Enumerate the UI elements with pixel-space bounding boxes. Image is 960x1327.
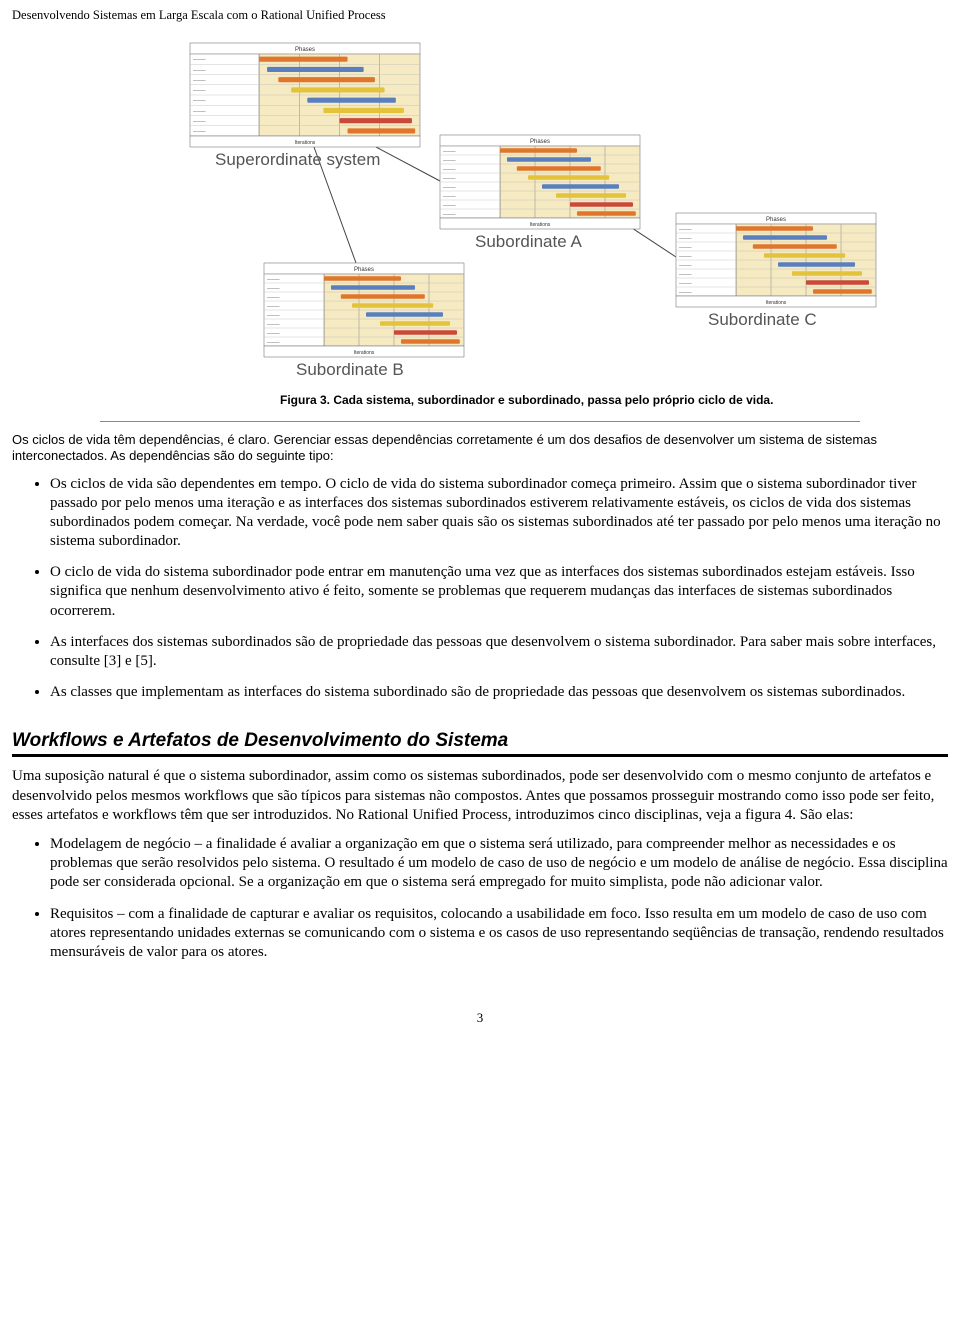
svg-text:Superordinate system: Superordinate system	[215, 150, 380, 169]
figure-3-caption: Figura 3. Cada sistema, subordinador e s…	[280, 393, 860, 407]
svg-text:———: ———	[267, 276, 280, 281]
page-header-title: Desenvolvendo Sistemas em Larga Escala c…	[12, 8, 948, 23]
svg-text:———: ———	[679, 235, 692, 240]
list-item: Os ciclos de vida são dependentes em tem…	[50, 475, 948, 552]
svg-text:———: ———	[267, 339, 280, 344]
svg-text:Iterations: Iterations	[766, 300, 787, 306]
list-item: As classes que implementam as interfaces…	[50, 683, 948, 702]
svg-text:Subordinate B: Subordinate B	[296, 360, 404, 379]
intro-paragraph: Os ciclos de vida têm dependências, é cl…	[12, 432, 948, 465]
svg-text:———: ———	[193, 78, 206, 83]
list-item: As interfaces dos sistemas subordinados …	[50, 633, 948, 671]
svg-text:———: ———	[443, 193, 456, 198]
svg-text:———: ———	[679, 271, 692, 276]
svg-text:———: ———	[679, 253, 692, 258]
svg-text:———: ———	[679, 244, 692, 249]
svg-text:———: ———	[193, 108, 206, 113]
svg-text:———: ———	[443, 175, 456, 180]
svg-text:———: ———	[193, 67, 206, 72]
svg-text:———: ———	[267, 294, 280, 299]
svg-text:Iterations: Iterations	[530, 222, 551, 228]
svg-text:———: ———	[443, 148, 456, 153]
dependency-bullet-list: Os ciclos de vida são dependentes em tem…	[12, 475, 948, 703]
svg-text:———: ———	[267, 330, 280, 335]
svg-text:Phases: Phases	[354, 267, 374, 273]
svg-text:Subordinate C: Subordinate C	[708, 310, 817, 329]
svg-text:———: ———	[193, 129, 206, 134]
section-title-workflows: Workflows e Artefatos de Desenvolvimento…	[12, 730, 948, 757]
svg-text:———: ———	[443, 202, 456, 207]
list-item: Modelagem de negócio – a finalidade é av…	[50, 835, 948, 893]
svg-text:Phases: Phases	[295, 47, 315, 53]
page-number: 3	[12, 1010, 948, 1026]
svg-text:———: ———	[267, 303, 280, 308]
workflows-intro-paragraph: Uma suposição natural é que o sistema su…	[12, 767, 948, 825]
svg-text:———: ———	[679, 262, 692, 267]
svg-text:———: ———	[193, 98, 206, 103]
svg-text:———: ———	[193, 57, 206, 62]
figure-3-container: Phases ——— ——— ——— ——— ——— ——— ——— ——— Iterations…	[100, 35, 860, 422]
svg-text:Subordinate A: Subordinate A	[475, 232, 582, 251]
svg-text:———: ———	[679, 226, 692, 231]
list-item: Requisitos – com a finalidade de captura…	[50, 905, 948, 963]
svg-text:———: ———	[443, 184, 456, 189]
svg-text:———: ———	[267, 312, 280, 317]
svg-text:Phases: Phases	[766, 217, 786, 223]
svg-text:Iterations: Iterations	[354, 350, 375, 356]
svg-text:———: ———	[193, 88, 206, 93]
svg-text:———: ———	[267, 285, 280, 290]
disciplines-bullet-list: Modelagem de negócio – a finalidade é av…	[12, 835, 948, 962]
svg-text:———: ———	[443, 157, 456, 162]
svg-text:———: ———	[193, 119, 206, 124]
svg-text:Iterations: Iterations	[295, 140, 316, 146]
list-item: O ciclo de vida do sistema subordinador …	[50, 563, 948, 621]
svg-text:———: ———	[679, 289, 692, 294]
svg-text:———: ———	[443, 211, 456, 216]
svg-text:Phases: Phases	[530, 139, 550, 145]
svg-text:———: ———	[267, 321, 280, 326]
svg-text:———: ———	[443, 166, 456, 171]
svg-text:———: ———	[679, 280, 692, 285]
figure-3-diagram: Phases ——— ——— ——— ——— ——— ——— ——— ——— Iterations…	[100, 35, 880, 383]
